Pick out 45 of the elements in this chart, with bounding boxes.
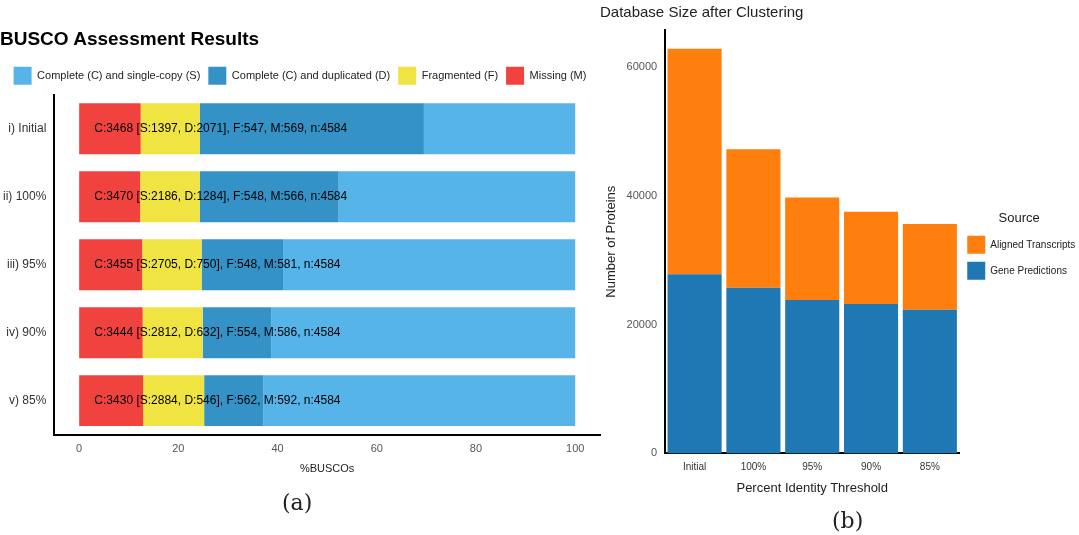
x-tick-label: 95% <box>802 461 823 473</box>
bar <box>785 300 840 454</box>
text: (b) <box>832 508 864 533</box>
y-tick-label: i) Initial <box>8 121 47 136</box>
y-tick-label: 60000 <box>626 59 658 72</box>
legend-label: Fragmented (F) <box>421 68 499 81</box>
x-tick-label: 100 <box>566 442 585 455</box>
x-tick-label: 80 <box>469 442 483 455</box>
y-tick-label: ii) 100% <box>2 189 47 204</box>
y-tick-label: iv) 90% <box>6 324 47 339</box>
x-tick-label: 0 <box>76 442 83 455</box>
bar <box>902 309 957 454</box>
x-tick-label: 85% <box>919 461 940 473</box>
y-axis-title: Number of Proteins <box>603 185 619 298</box>
bar <box>726 149 781 288</box>
x-axis-title: Percent Identity Threshold <box>736 479 888 495</box>
x-tick-label: 40 <box>271 442 284 455</box>
y-tick-label: 20000 <box>626 317 658 330</box>
legend-label: Complete (C) and duplicated (D) <box>231 68 391 81</box>
chart-title: BUSCO Assessment Results <box>0 27 260 49</box>
y-tick-label: v) 85% <box>8 392 47 407</box>
legend-label: Complete (C) and single-copy (S) <box>37 68 201 81</box>
x-tick-label: Initial <box>682 461 707 473</box>
legend-label: Missing (M) <box>529 68 587 81</box>
x-tick-label: 60 <box>370 442 383 455</box>
bar <box>785 197 840 301</box>
x-axis-title: %BUSCOs <box>299 462 355 475</box>
y-tick-label: iii) 95% <box>6 257 47 272</box>
legend-label: Aligned Transcripts <box>990 238 1076 250</box>
bar <box>667 274 722 454</box>
chart-title: Database Size after Clustering <box>600 3 804 21</box>
bar <box>667 48 722 275</box>
bar <box>843 211 899 304</box>
x-tick-label: 90% <box>861 461 882 473</box>
bar <box>263 375 576 427</box>
legend-title: Source <box>998 210 1040 226</box>
bar <box>902 223 957 310</box>
y-tick-label: 40000 <box>626 188 658 201</box>
text: (a) <box>282 490 313 515</box>
bar <box>726 287 781 454</box>
x-tick-label: 20 <box>172 442 185 455</box>
bar <box>423 103 576 155</box>
legend-label: Gene Predictions <box>990 264 1067 276</box>
bar <box>843 303 899 454</box>
x-tick-label: 100% <box>740 461 767 473</box>
